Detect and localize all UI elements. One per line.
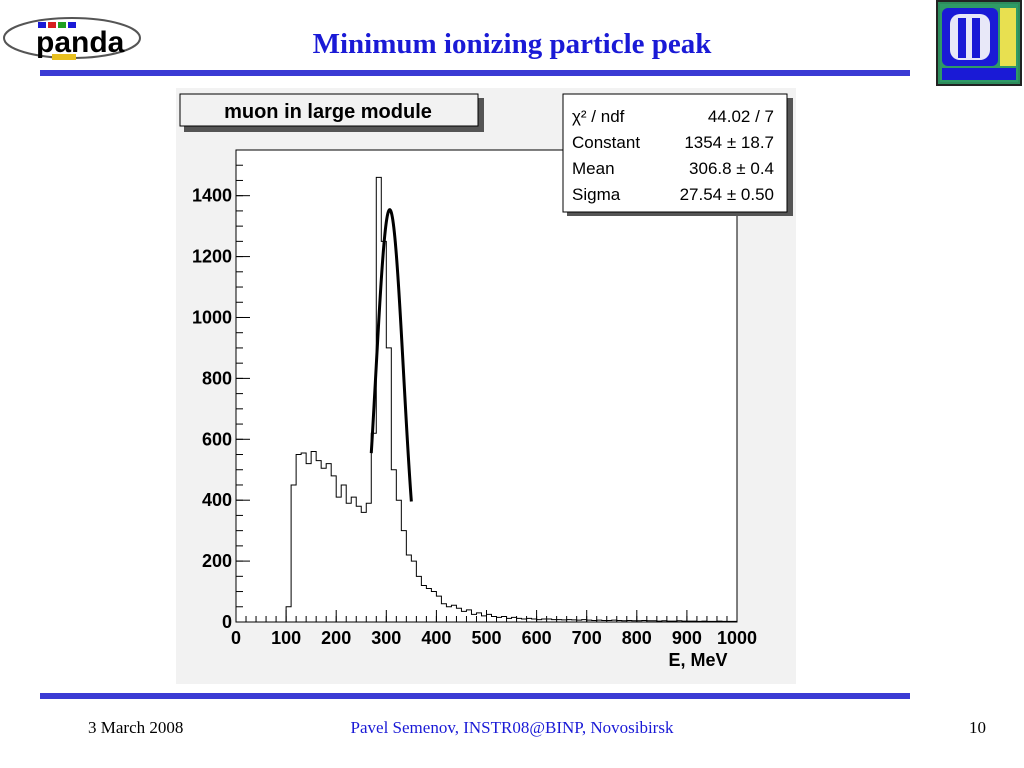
y-tick-label: 800 — [202, 368, 232, 388]
footer-author: Pavel Semenov, INSTR08@BINP, Novosibirsk — [350, 718, 674, 737]
histogram-chart: muon in large module 0 100 200 300 400 500 600… — [176, 88, 796, 684]
footer-rule — [40, 693, 910, 699]
slide-number: 10 — [969, 718, 986, 737]
x-axis-label: E, MeV — [668, 650, 727, 670]
chart-title-box — [179, 93, 479, 127]
panda-logo: panda — [2, 14, 192, 60]
x-tick-label: 100 — [271, 628, 301, 648]
x-tick-label: 700 — [572, 628, 602, 648]
stats-value: 1354 ± 18.7 — [684, 133, 774, 152]
x-tick-label: 400 — [421, 628, 451, 648]
stats-label: χ² / ndf — [572, 107, 625, 126]
y-tick-label: 600 — [202, 429, 232, 449]
gaussian-fit-line — [369, 208, 413, 502]
y-tick-label: 0 — [222, 612, 232, 632]
x-tick-label: 200 — [321, 628, 351, 648]
stats-value: 306.8 ± 0.4 — [689, 159, 774, 178]
x-tick-label: 900 — [672, 628, 702, 648]
stats-value: 27.54 ± 0.50 — [680, 185, 774, 204]
stats-box — [562, 93, 788, 213]
footer-date: 3 March 2008 — [88, 718, 184, 737]
stats-value: 44.02 / 7 — [708, 107, 774, 126]
x-tick-label: 800 — [622, 628, 652, 648]
x-tick-label: 600 — [522, 628, 552, 648]
header-rule — [40, 70, 910, 76]
chart-title: muon in large module — [224, 101, 432, 123]
y-tick-label: 1200 — [192, 247, 232, 267]
y-tick-label: 200 — [202, 551, 232, 571]
slide-title: Minimum ionizing particle peak — [312, 28, 712, 60]
y-tick-label: 1400 — [192, 186, 232, 206]
stats-label: Constant — [572, 133, 640, 152]
svg-text:panda: panda — [36, 26, 125, 59]
x-tick-label: 1000 — [717, 628, 757, 648]
x-tick-label: 0 — [231, 628, 241, 648]
ihep-logo — [936, 0, 1022, 86]
histogram-line — [236, 176, 738, 623]
stats-label: Sigma — [572, 185, 621, 204]
y-tick-label: 400 — [202, 490, 232, 510]
x-tick-label: 500 — [471, 628, 501, 648]
y-tick-label: 1000 — [192, 307, 232, 327]
x-tick-label: 300 — [371, 628, 401, 648]
plot-frame — [235, 149, 738, 623]
stats-label: Mean — [572, 159, 615, 178]
